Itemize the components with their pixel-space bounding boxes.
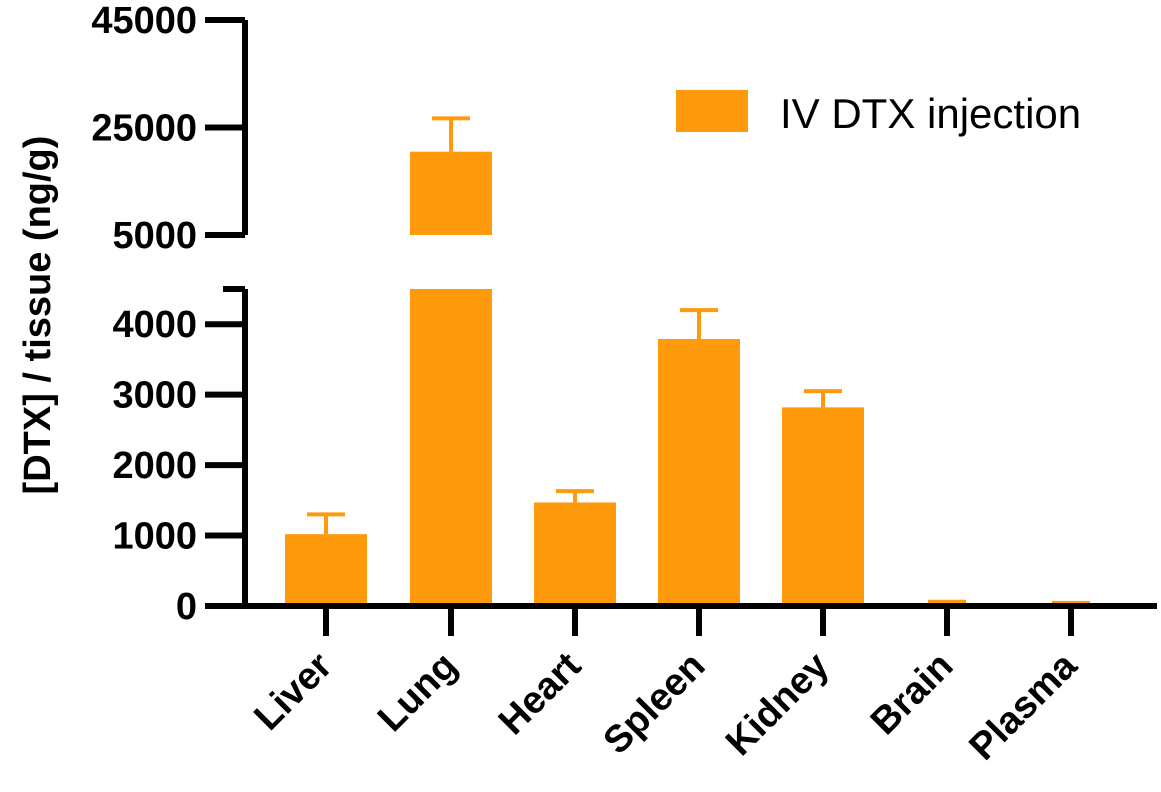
y-tick-label-2000: 2000 — [112, 445, 197, 487]
x-tick-label-lung: Lung — [370, 645, 465, 740]
error-bar-heart — [556, 489, 594, 503]
error-bar-liver — [307, 512, 345, 535]
bar-lung-upper — [410, 151, 492, 235]
y-tick-label-5000: 5000 — [112, 215, 197, 257]
x-tick-label-plasma: Plasma — [962, 644, 1086, 768]
error-bar-kidney — [804, 389, 842, 408]
y-tick-label-45000: 45000 — [91, 0, 197, 42]
x-tick-label-brain: Brain — [863, 645, 961, 743]
bar-liver — [285, 534, 367, 606]
y-axis-title: [DTX] / tissue (ng/g) — [17, 136, 59, 495]
error-bar-spleen — [680, 308, 718, 340]
legend-label: IV DTX injection — [780, 90, 1081, 137]
y-tick-label-1000: 1000 — [112, 516, 197, 558]
bar-kidney — [782, 407, 864, 606]
y-ticks-group: 0 1000 2000 3000 4000 5000 25000 45000 — [91, 0, 245, 628]
legend: IV DTX injection — [676, 90, 1081, 137]
bar-lung-lower — [410, 289, 492, 606]
x-tick-label-kidney: Kidney — [718, 645, 837, 764]
error-bars-group — [307, 116, 1090, 605]
legend-swatch — [676, 90, 748, 132]
bars-group — [285, 151, 1112, 606]
x-tick-label-heart: Heart — [491, 644, 590, 743]
y-tick-label-25000: 25000 — [91, 108, 197, 150]
x-tick-label-liver: Liver — [246, 645, 340, 739]
error-bar-lung — [432, 116, 470, 152]
x-tick-label-spleen: Spleen — [596, 645, 714, 763]
x-ticks-group: Liver Lung Heart Spleen Kidney Brain Plasma — [246, 606, 1086, 768]
y-tick-label-0: 0 — [176, 586, 197, 628]
bar-heart — [534, 502, 616, 606]
error-bar-brain — [928, 599, 966, 604]
y-tick-label-3000: 3000 — [112, 375, 197, 417]
bar-spleen — [658, 339, 740, 606]
y-tick-label-4000: 4000 — [112, 304, 197, 346]
